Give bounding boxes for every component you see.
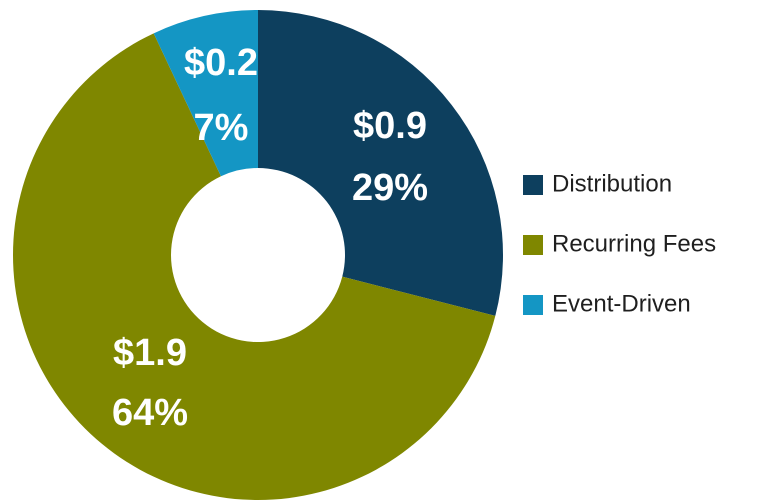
amount-label: $0.2: [184, 42, 258, 84]
legend-swatch: [523, 175, 543, 195]
amount-label: $0.9: [353, 105, 427, 147]
slice: [258, 10, 504, 316]
legend-label: Event-Driven: [552, 290, 691, 317]
amount-label: $1.9: [113, 332, 187, 374]
legend-swatch: [523, 295, 543, 315]
slice: [153, 10, 258, 177]
value-label: 7%: [194, 107, 249, 149]
legend-swatch: [523, 235, 543, 255]
legend-label: Distribution: [552, 170, 672, 197]
slice: [12, 33, 496, 501]
value-label: 29%: [352, 167, 428, 209]
legend-label: Recurring Fees: [552, 230, 716, 257]
value-label: 64%: [112, 392, 188, 434]
